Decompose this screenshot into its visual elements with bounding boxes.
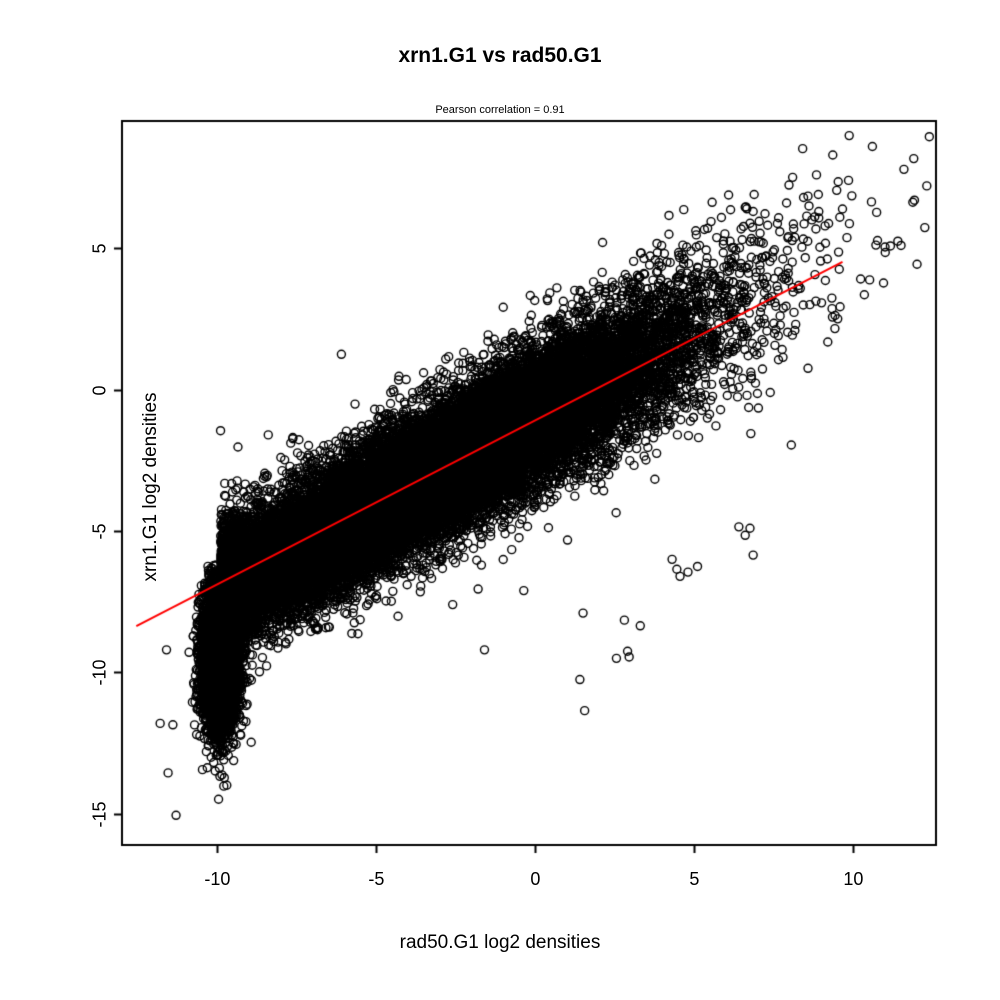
y-tick-label: -10	[89, 659, 110, 686]
x-tick-label: -10	[204, 869, 231, 889]
y-axis-label: xrn1.G1 log2 densities	[140, 392, 161, 582]
y-tick-label: 5	[89, 243, 110, 254]
x-tick-label: -5	[368, 869, 385, 889]
x-tick-label: 5	[689, 869, 700, 889]
y-tick-label: -5	[89, 523, 110, 540]
x-tick-label: 10	[843, 869, 864, 889]
y-tick-label: -15	[89, 801, 110, 828]
x-axis-label: rad50.G1 log2 densities	[399, 932, 601, 953]
chart-subtitle: Pearson correlation = 0.91	[435, 104, 565, 116]
y-tick-label: 0	[89, 385, 110, 396]
x-tick-label: 0	[530, 869, 541, 889]
page-title: xrn1.G1 vs rad50.G1	[398, 44, 602, 67]
